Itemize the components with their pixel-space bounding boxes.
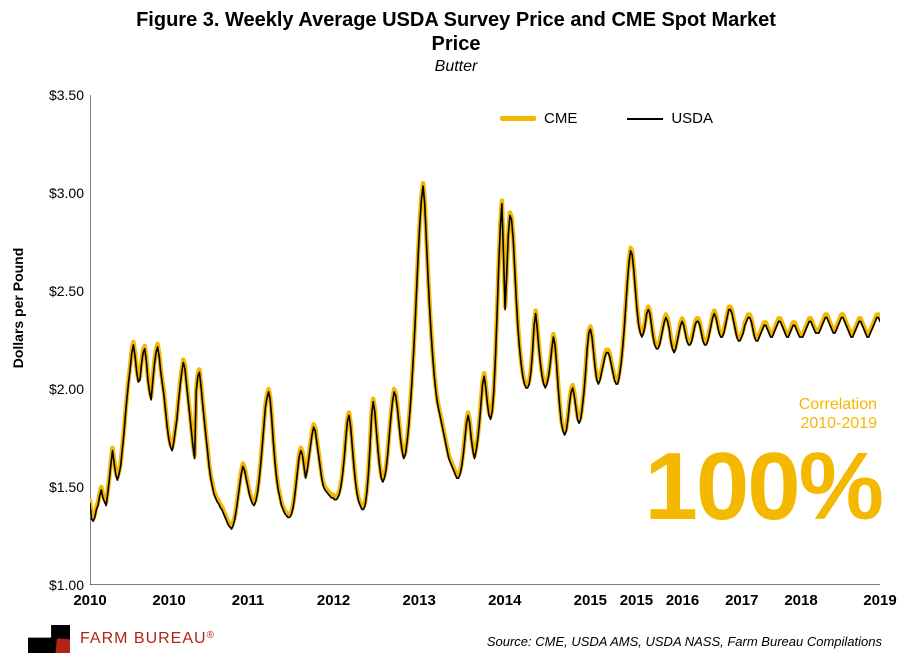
title-line-1: Figure 3. Weekly Average USDA Survey Pri…: [136, 9, 776, 31]
y-tick-label: $3.00: [4, 185, 84, 201]
x-tick-label: 2016: [666, 592, 699, 609]
brand-logo: FARM BUREAU®: [28, 625, 215, 653]
y-axis-label: Dollars per Pound: [10, 248, 26, 369]
correlation-label-2: 2010-2019: [800, 415, 877, 432]
x-tick-label: 2014: [488, 592, 521, 609]
x-tick-label: 2015: [620, 592, 653, 609]
y-tick-label: $3.50: [4, 87, 84, 103]
chart-frame: Figure 3. Weekly Average USDA Survey Pri…: [0, 0, 912, 665]
source-text: Source: CME, USDA AMS, USDA NASS, Farm B…: [487, 634, 882, 649]
correlation-value: 100%: [644, 432, 882, 542]
y-tick-label: $2.50: [4, 283, 84, 299]
y-tick-label: $2.00: [4, 381, 84, 397]
correlation-label-1: Correlation: [799, 396, 877, 413]
x-tick-label: 2019: [863, 592, 896, 609]
brand-text: FARM BUREAU®: [80, 630, 215, 648]
x-tick-label: 2018: [784, 592, 817, 609]
chart-title: Figure 3. Weekly Average USDA Survey Pri…: [0, 8, 912, 56]
correlation-label: Correlation 2010-2019: [799, 395, 877, 433]
chart-subtitle: Butter: [0, 58, 912, 76]
y-tick-label: $1.00: [4, 577, 84, 593]
x-tick-label: 2011: [232, 592, 265, 609]
y-tick-label: $1.50: [4, 479, 84, 495]
x-tick-label: 2017: [725, 592, 758, 609]
title-line-2: Price: [432, 33, 481, 55]
x-tick-label: 2010: [152, 592, 185, 609]
x-tick-label: 2013: [402, 592, 435, 609]
x-tick-label: 2010: [73, 592, 106, 609]
x-tick-label: 2012: [317, 592, 350, 609]
x-tick-label: 2015: [574, 592, 607, 609]
farm-bureau-icon: [28, 625, 70, 653]
